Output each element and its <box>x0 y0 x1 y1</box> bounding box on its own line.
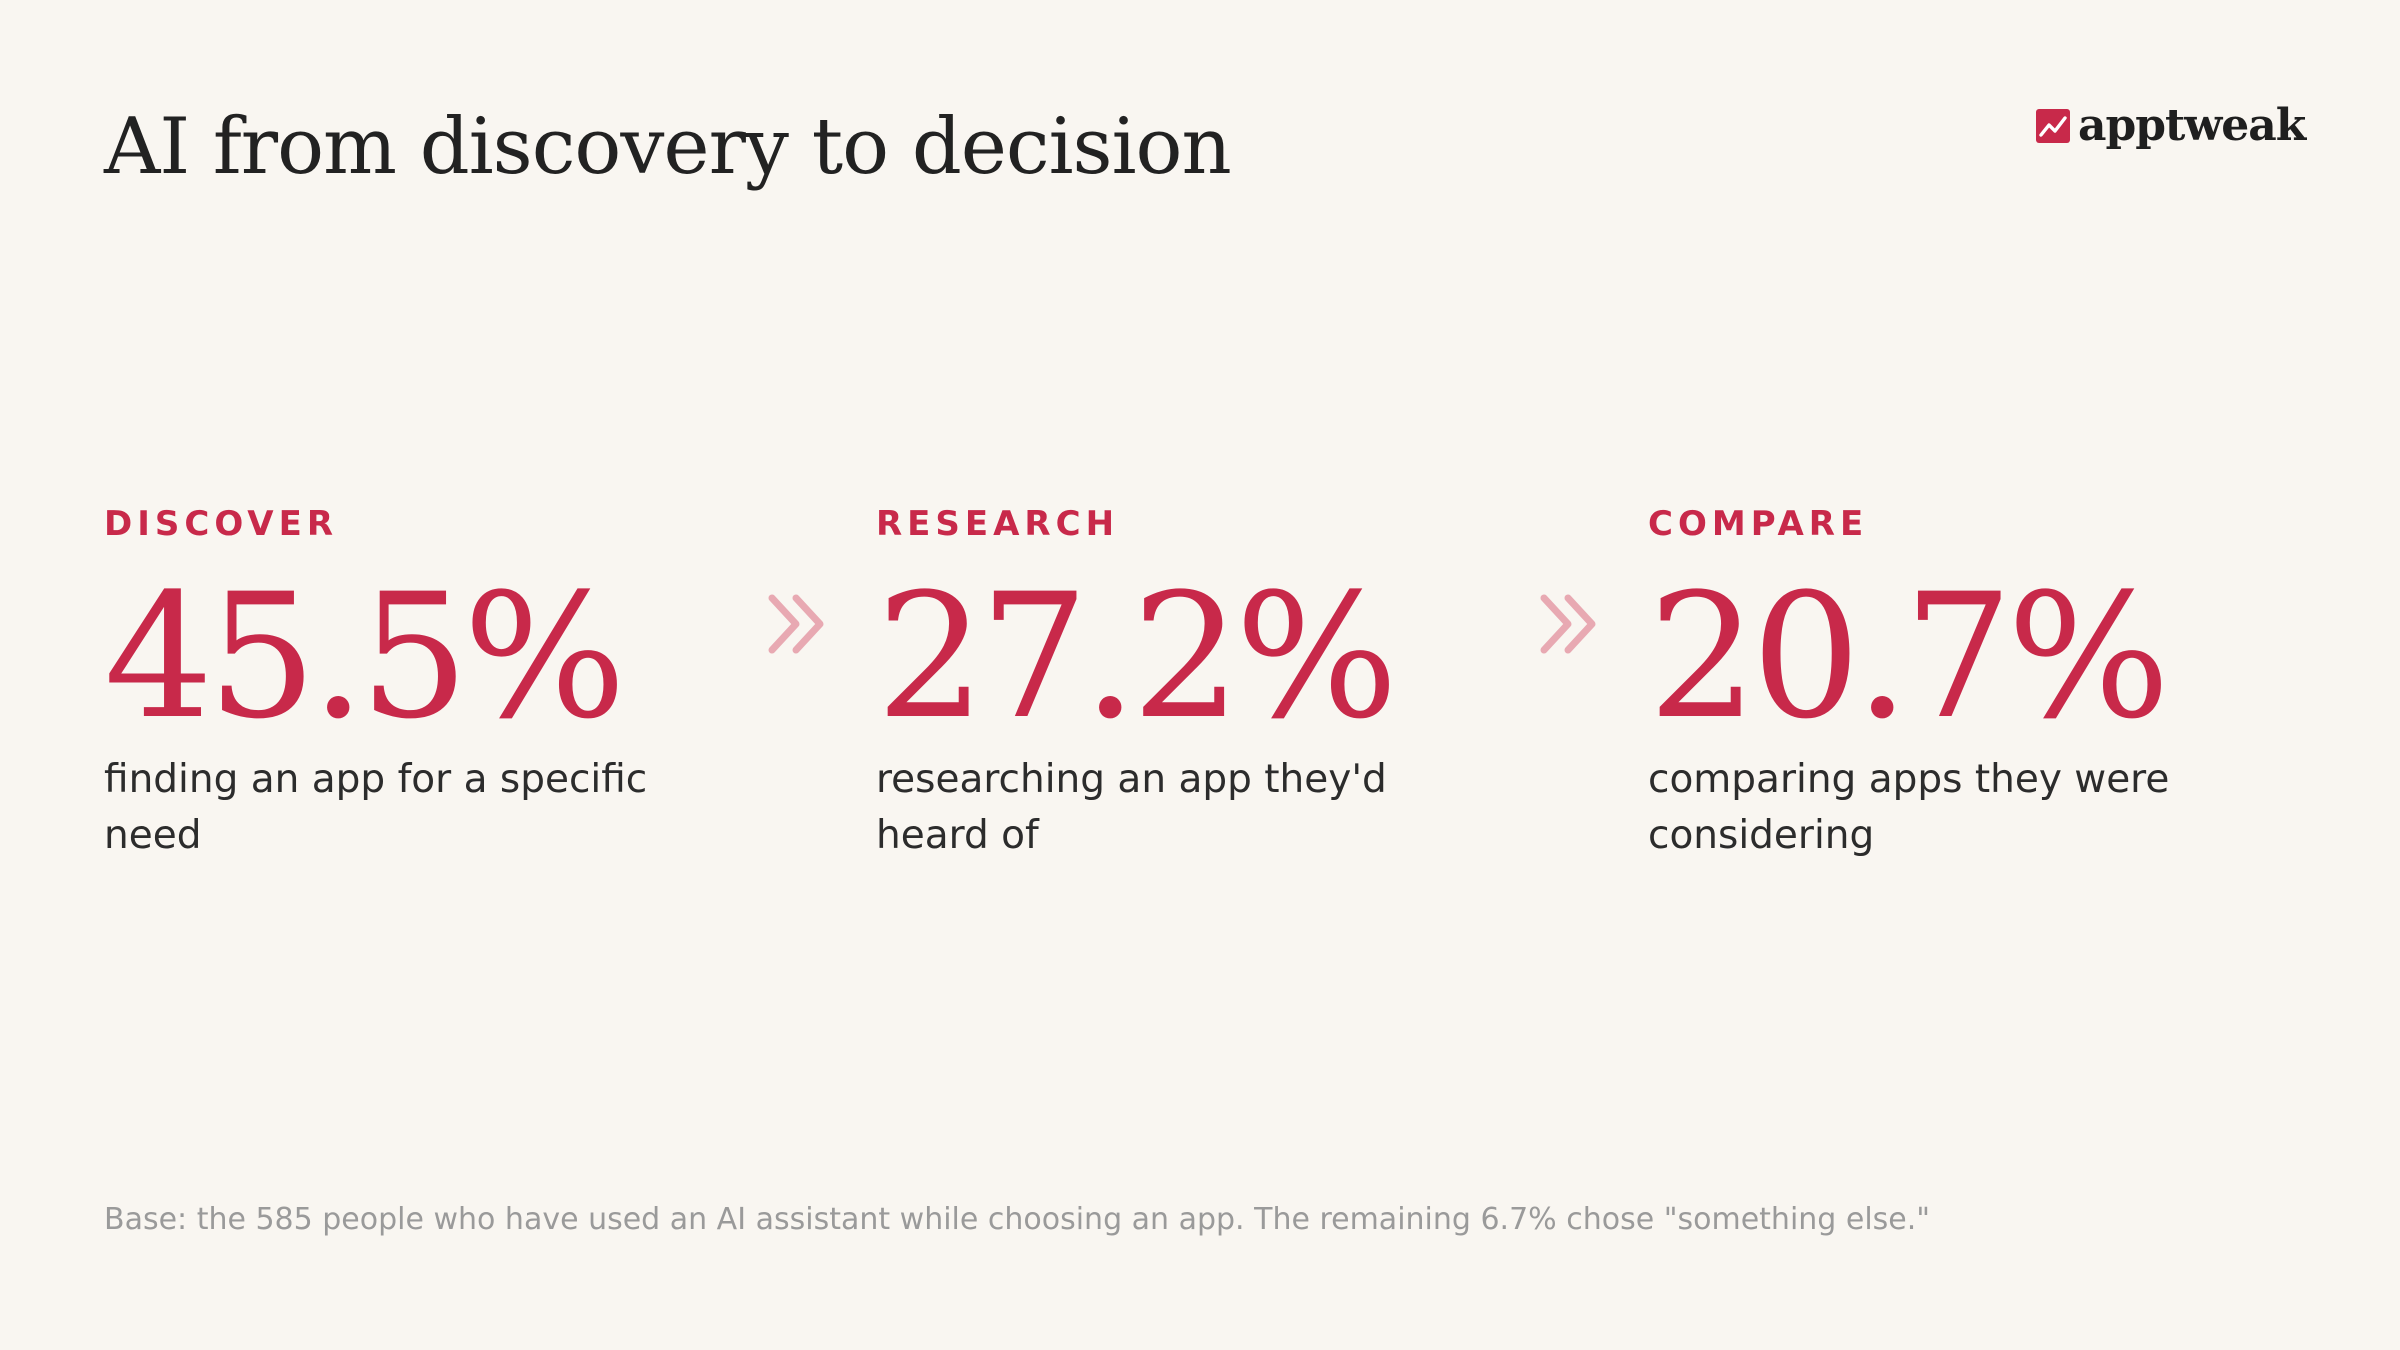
stage-description: researching an app they'd heard of <box>876 757 1387 858</box>
double-chevron-right-icon <box>1540 594 1596 654</box>
stage-percentage: 27.2% <box>876 556 1398 757</box>
trend-chart-icon <box>2036 109 2070 143</box>
stage-label: COMPARE <box>1648 504 1869 544</box>
footnote: Base: the 585 people who have used an AI… <box>104 1202 1931 1237</box>
brand-name: apptweak <box>2078 100 2306 151</box>
page-title: AI from discovery to decision <box>104 102 1232 192</box>
double-chevron-right-icon <box>768 594 824 654</box>
stage-label: DISCOVER <box>104 504 339 544</box>
brand-logo: apptweak <box>2036 98 2306 154</box>
stage-compare: COMPARE 20.7% comparing apps they were c… <box>1648 500 2248 864</box>
stage-description: comparing apps they were considering <box>1648 757 2170 858</box>
stage-percentage: 45.5% <box>104 556 626 757</box>
stage-research: RESEARCH 27.2% researching an app they'd… <box>876 500 1476 864</box>
stage-description: finding an app for a specific need <box>104 757 648 858</box>
stage-discover: DISCOVER 45.5% finding an app for a spec… <box>104 500 704 864</box>
stage-percentage: 20.7% <box>1648 556 2170 757</box>
stage-label: RESEARCH <box>876 504 1120 544</box>
